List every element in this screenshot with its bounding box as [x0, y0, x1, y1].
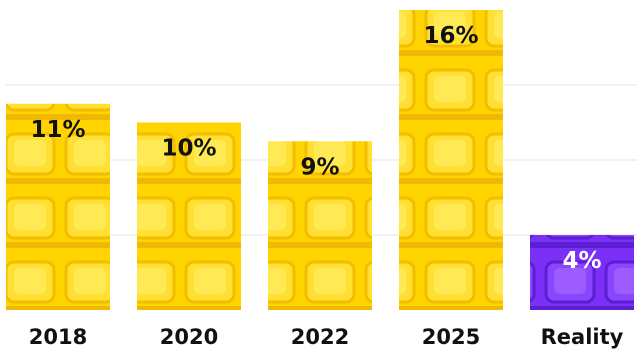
value-labels: 11% 10% 9% 16% 4% [30, 23, 601, 274]
value-label-2025: 16% [423, 23, 478, 49]
value-label-2020: 10% [161, 136, 216, 162]
bar-2022 [268, 141, 372, 310]
bar-reality [530, 235, 634, 310]
value-label-2018: 11% [30, 117, 85, 143]
x-tick-2018: 2018 [29, 325, 87, 349]
bar-2020 [137, 122, 241, 310]
bar-2025 [399, 10, 503, 310]
x-tick-2022: 2022 [291, 325, 349, 349]
x-tick-2020: 2020 [160, 325, 218, 349]
x-axis-ticks: 2018 2020 2022 2025 Reality [29, 325, 624, 349]
value-label-reality: 4% [562, 248, 601, 274]
value-label-2022: 9% [300, 154, 339, 180]
bars [6, 10, 634, 310]
x-tick-2025: 2025 [422, 325, 480, 349]
bar-2018 [6, 103, 110, 310]
x-tick-reality: Reality [541, 325, 624, 349]
